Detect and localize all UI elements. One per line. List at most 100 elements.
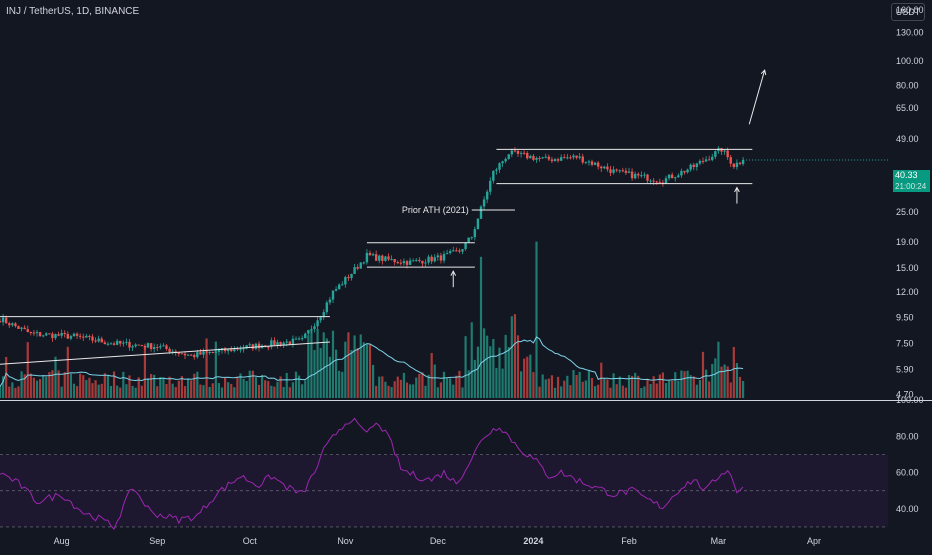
candle-body [637, 173, 640, 176]
volume-bar [569, 385, 572, 398]
volume-bar [125, 384, 128, 398]
candle-body [695, 163, 699, 168]
candle [353, 264, 356, 274]
candle [526, 151, 529, 160]
candle [322, 309, 325, 320]
candle-body [603, 166, 606, 169]
volume-bar [177, 380, 180, 398]
candle-body [162, 345, 165, 347]
candle-body [670, 174, 674, 179]
candle-body [51, 333, 54, 339]
candle [202, 348, 205, 358]
candle-body [353, 267, 356, 274]
currency-button[interactable]: USDT [891, 3, 925, 21]
candle [402, 258, 406, 266]
candle-body [137, 344, 140, 346]
candle [683, 170, 686, 175]
candle [78, 333, 82, 340]
candle [590, 159, 594, 167]
candle [433, 254, 436, 263]
volume-bar [242, 378, 245, 398]
rsi-line [0, 417, 744, 531]
volume-bar [251, 370, 254, 398]
candle-body [211, 352, 214, 354]
candle [103, 340, 107, 345]
candle-body [427, 256, 430, 263]
candle-body [38, 332, 42, 337]
candle [714, 150, 717, 160]
candle-body [584, 161, 588, 163]
volume-bar [134, 387, 137, 398]
volume-bar [677, 380, 680, 398]
candle-body [569, 157, 572, 159]
candle-body [322, 312, 325, 318]
candle [82, 333, 85, 341]
candle-body [600, 166, 603, 169]
candle [452, 246, 455, 252]
price-axis-tick: 9.50 [896, 313, 914, 323]
candle-body [495, 169, 498, 171]
symbol-title: INJ / TetherUS, 1D, BINANCE [6, 6, 140, 17]
candle-body [461, 249, 464, 252]
volume-bar [646, 378, 649, 398]
volume-bar [174, 387, 177, 398]
candle [211, 351, 214, 354]
candle [646, 173, 649, 184]
candle-body [467, 237, 470, 243]
volume-bar [69, 373, 73, 398]
volume-bar [375, 385, 378, 398]
candle-body [578, 156, 581, 158]
volume-bar [276, 381, 279, 398]
volume-bar [449, 378, 452, 398]
candle-body [590, 161, 594, 165]
candle-body [732, 163, 736, 168]
candle-body [686, 169, 689, 173]
candle [541, 156, 544, 160]
candle-body [418, 259, 421, 261]
volume-bar [344, 341, 347, 398]
volume-bar [294, 371, 298, 398]
rsi-axis: 100.00 80.00 60.00 40.00 [896, 395, 924, 514]
price-axis-tick: 4.70 [896, 389, 914, 399]
volume-bar [658, 374, 661, 398]
candle-body [282, 342, 285, 345]
volume-bar [331, 330, 335, 398]
candle-body [273, 340, 276, 346]
volume-bar [683, 371, 686, 398]
candle-body [313, 326, 316, 329]
candle-body [239, 349, 242, 351]
candle [563, 154, 566, 159]
candle [356, 264, 359, 271]
candle-body [97, 338, 100, 342]
price-axis-tick: 49.00 [896, 134, 919, 144]
volume-bar [100, 383, 103, 398]
candle [467, 237, 470, 243]
candle [741, 157, 745, 166]
volume-bar [140, 385, 143, 398]
candle-body [674, 177, 677, 179]
volume-bar [408, 384, 412, 398]
volume-bar [165, 383, 168, 398]
candle [627, 167, 631, 174]
volume-bar [273, 386, 276, 398]
candle-body [183, 353, 187, 356]
candle-body [489, 180, 492, 192]
volume-bar [38, 379, 42, 398]
candle-body [667, 174, 671, 179]
volume-bar [190, 380, 193, 398]
candle-body [325, 302, 329, 313]
candle [698, 159, 702, 166]
candle [17, 325, 20, 329]
candle [38, 331, 42, 337]
candle-body [177, 352, 181, 354]
volume-bar [156, 386, 159, 398]
candle [470, 236, 473, 240]
candle [732, 163, 736, 169]
candle-body [29, 331, 33, 333]
volume-bar [495, 367, 498, 398]
candle-body [165, 345, 168, 349]
candle-body [334, 289, 338, 291]
candle-body [344, 277, 347, 285]
